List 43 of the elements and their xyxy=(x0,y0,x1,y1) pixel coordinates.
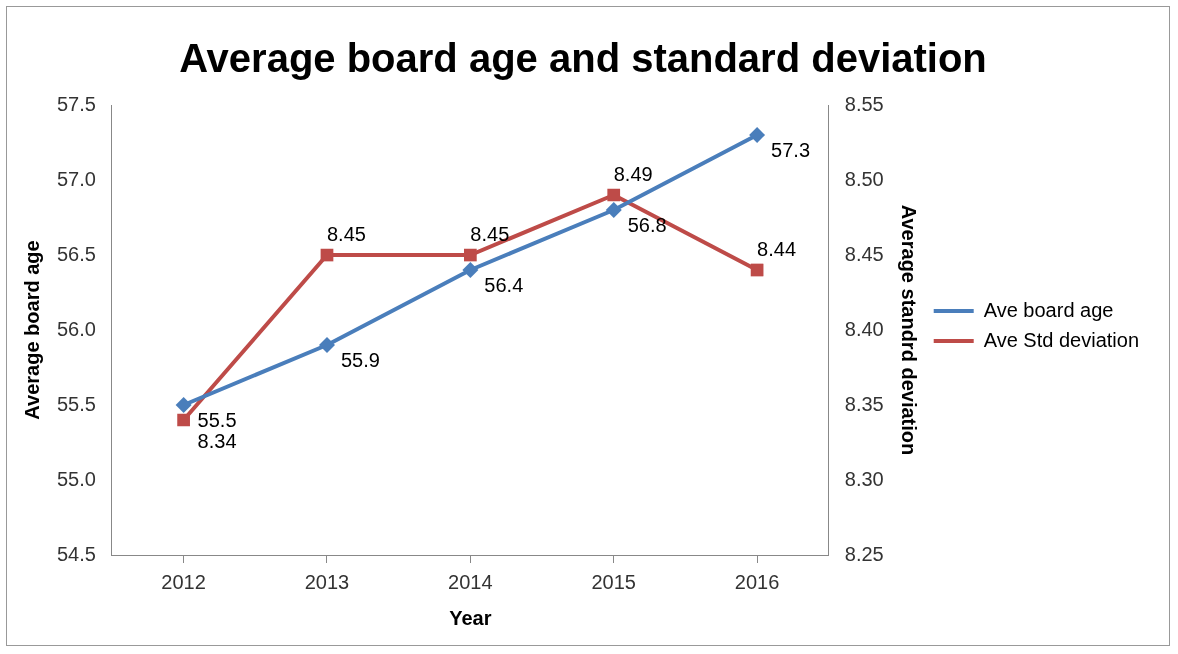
y-tick-label: 54.5 xyxy=(56,542,96,565)
y2-tick-label: 8.35 xyxy=(844,392,884,415)
point xyxy=(462,262,479,278)
point xyxy=(605,202,622,218)
y2-axis-title: Average standrd deviation xyxy=(898,204,921,456)
data-label: 8.45 xyxy=(470,222,510,245)
x-tick-label: 2012 xyxy=(161,570,206,593)
chart-title: Average board age and standard deviation xyxy=(179,36,987,81)
point xyxy=(175,397,192,413)
x-tick-label: 2016 xyxy=(734,570,780,593)
data-label: 8.45 xyxy=(326,222,366,245)
data-label: 57.3 xyxy=(771,138,811,161)
point xyxy=(177,413,190,427)
data-label: 55.5 xyxy=(197,408,237,431)
y2-tick-label: 8.50 xyxy=(844,167,884,190)
y-tick-label: 55.0 xyxy=(56,467,96,490)
point xyxy=(607,188,621,202)
data-label: 56.8 xyxy=(627,213,667,236)
y-tick-label: 56.0 xyxy=(56,317,96,340)
y-tick-label: 57.5 xyxy=(56,92,96,115)
y-tick-label: 57.0 xyxy=(56,167,96,190)
y-axis-title: Average board age xyxy=(20,240,43,420)
point xyxy=(749,127,766,143)
data-label: 8.49 xyxy=(613,162,653,185)
data-label: 8.44 xyxy=(757,237,797,260)
x-tick-label: 2015 xyxy=(591,570,636,593)
y2-tick-label: 8.55 xyxy=(844,92,884,115)
data-label: 8.34 xyxy=(197,429,237,452)
legend-label: Ave board age xyxy=(983,298,1114,321)
point xyxy=(463,248,477,262)
y2-tick-label: 8.45 xyxy=(844,242,884,265)
point xyxy=(318,337,335,353)
y-tick-label: 56.5 xyxy=(56,242,96,265)
legend-label: Ave Std deviation xyxy=(983,328,1139,351)
data-label: 55.9 xyxy=(340,348,380,371)
y2-tick-label: 8.30 xyxy=(844,467,884,490)
x-tick-label: 2014 xyxy=(448,570,493,593)
x-tick-label: 2013 xyxy=(304,570,350,593)
x-axis-title: Year xyxy=(449,606,492,629)
y-tick-label: 55.5 xyxy=(56,392,96,415)
y2-tick-label: 8.40 xyxy=(844,317,884,340)
y2-tick-label: 8.25 xyxy=(844,542,884,565)
data-label: 56.4 xyxy=(484,273,524,296)
